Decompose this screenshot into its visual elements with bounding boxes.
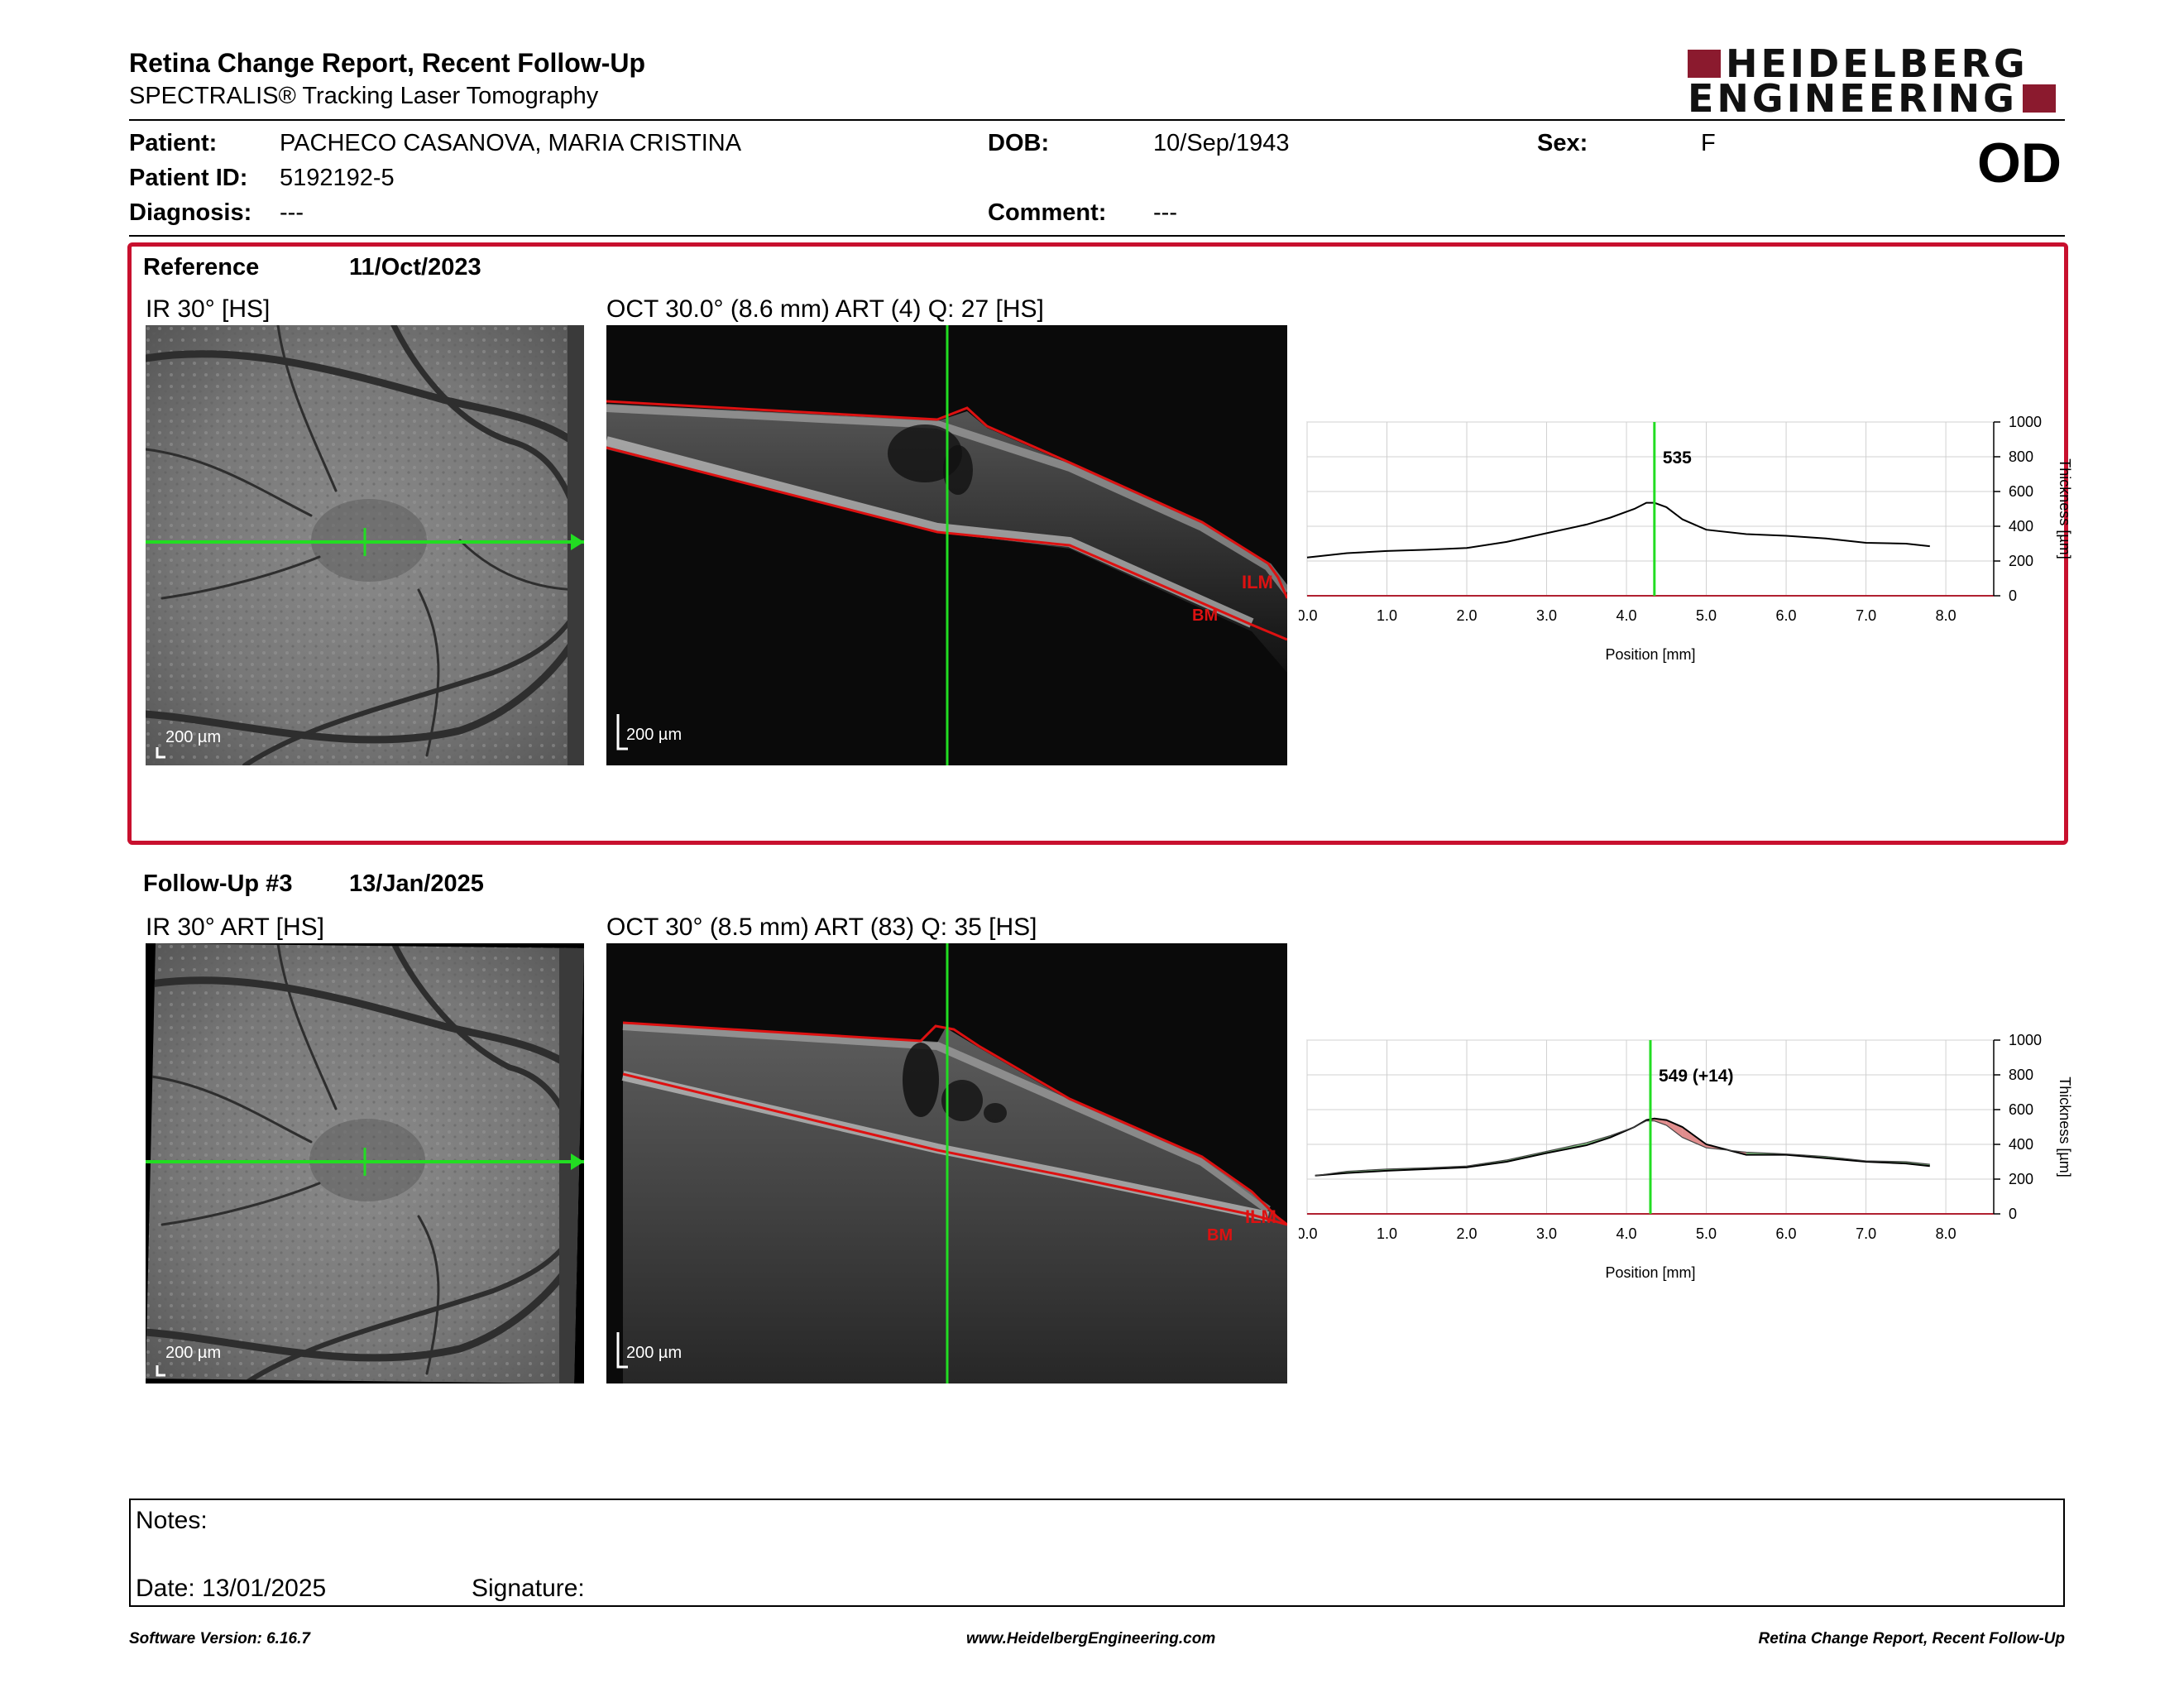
- logo-mark-right: [2022, 84, 2056, 113]
- footer-report: Retina Change Report, Recent Follow-Up: [1758, 1630, 2065, 1647]
- thickness-series-line: [1306, 501, 1930, 559]
- followup-oct-image: ILM BM 200 µm: [606, 943, 1287, 1383]
- reference-ir-title: IR 30° [HS]: [146, 295, 271, 323]
- x-tick-label: 6.0: [1776, 607, 1797, 624]
- followup-label: Follow-Up #3: [143, 870, 293, 897]
- info-divider: [129, 235, 2065, 237]
- x-tick-label: 5.0: [1696, 607, 1717, 624]
- footer-software: Software Version: 6.16.7: [129, 1630, 310, 1647]
- patient-id: 5192192-5: [280, 165, 395, 191]
- x-tick-label: 0.0: [1299, 1225, 1318, 1242]
- x-tick-label: 0.0: [1299, 607, 1318, 624]
- x-axis-title: Position [mm]: [1605, 1264, 1695, 1281]
- x-tick-label: 5.0: [1696, 1225, 1717, 1242]
- thickness-series-line: [1315, 1120, 1930, 1177]
- logo-line-2: ENGINEERING: [1688, 76, 2056, 121]
- x-tick-label: 3.0: [1536, 607, 1557, 624]
- y-axis-title: Thickness [µm]: [2057, 458, 2073, 559]
- logo-text-2: ENGINEERING: [1688, 76, 2018, 121]
- x-tick-label: 7.0: [1856, 607, 1876, 624]
- x-tick-label: 1.0: [1377, 1225, 1397, 1242]
- y-tick-label: 800: [2009, 1067, 2033, 1083]
- followup-thickness-svg: 0.0 1.0 2.0 3.0 4.0 5.0 6.0 7.0 8.0 0 200 400 600 800…: [1296, 1032, 2073, 1281]
- followup-oct-scale: 200 µm: [626, 1344, 682, 1362]
- logo: HEIDELBERG: [1688, 41, 2028, 86]
- eye-indicator: OD: [1977, 132, 2062, 194]
- y-tick-label: 600: [2009, 483, 2033, 500]
- y-tick-label: 0: [2009, 1206, 2017, 1222]
- x-tick-label: 8.0: [1936, 1225, 1956, 1242]
- reference-thickness-chart: 0.0 1.0 2.0 3.0 4.0 5.0 6.0 7.0 8.0 0 200 400 600 800…: [1296, 410, 2076, 674]
- y-axis-title: Thickness [µm]: [2057, 1077, 2073, 1177]
- comment-value: ---: [1153, 199, 1177, 226]
- plot-area: [1306, 421, 1995, 597]
- diagnosis-value: ---: [280, 199, 304, 226]
- x-tick-label: 2.0: [1457, 1225, 1478, 1242]
- x-tick-label: 4.0: [1616, 1225, 1637, 1242]
- y-tick-label: 1000: [2009, 1032, 2042, 1048]
- followup-ir-title: IR 30° ART [HS]: [146, 914, 324, 941]
- signature-label: Signature:: [472, 1575, 585, 1602]
- x-axis-title: Position [mm]: [1605, 646, 1695, 663]
- y-tick-label: 0: [2009, 587, 2017, 604]
- followup-ir-image: 200 µm: [146, 943, 584, 1383]
- peak-value-label: 549 (+14): [1659, 1067, 1733, 1086]
- report-subtitle: SPECTRALIS® Tracking Laser Tomography: [129, 83, 599, 109]
- reference-date: 11/Oct/2023: [349, 254, 481, 281]
- y-tick-label: 600: [2009, 1101, 2033, 1118]
- reference-bm-label: BM: [1192, 607, 1219, 625]
- followup-ir-scale: 200 µm: [165, 1344, 222, 1362]
- x-tick-label: 6.0: [1776, 1225, 1797, 1242]
- dob-label: DOB:: [988, 130, 1050, 156]
- sex-label: Sex:: [1537, 130, 1588, 156]
- y-tick-label: 400: [2009, 518, 2033, 535]
- sex-value: F: [1701, 130, 1716, 156]
- patient-label: Patient:: [129, 130, 218, 156]
- reference-oct-title: OCT 30.0° (8.6 mm) ART (4) Q: 27 [HS]: [606, 295, 1044, 323]
- followup-date: 13/Jan/2025: [349, 870, 484, 897]
- y-tick-label: 400: [2009, 1136, 2033, 1153]
- notes-label: Notes:: [136, 1507, 208, 1534]
- x-tick-label: 2.0: [1457, 607, 1478, 624]
- dob-value: 10/Sep/1943: [1153, 130, 1290, 156]
- x-tick-label: 8.0: [1936, 607, 1956, 624]
- y-tick-label: 200: [2009, 553, 2033, 569]
- x-tick-label: 4.0: [1616, 607, 1637, 624]
- y-tick-label: 1000: [2009, 414, 2042, 430]
- patient-id-label: Patient ID:: [129, 165, 248, 191]
- reference-label: Reference: [143, 254, 260, 281]
- footer-website[interactable]: www.HeidelbergEngineering.com: [966, 1630, 1216, 1647]
- notes-box[interactable]: Notes: Date: 13/01/2025 Signature:: [129, 1499, 2065, 1607]
- notes-date: Date: 13/01/2025: [136, 1575, 327, 1602]
- x-tick-label: 3.0: [1536, 1225, 1557, 1242]
- followup-ilm-label: ILM: [1245, 1206, 1276, 1227]
- followup-bm-label: BM: [1207, 1226, 1233, 1244]
- x-tick-label: 1.0: [1377, 607, 1397, 624]
- change-region: [1666, 1120, 1683, 1138]
- report-title: Retina Change Report, Recent Follow-Up: [129, 48, 646, 78]
- reference-ilm-label: ILM: [1242, 572, 1273, 592]
- diagnosis-label: Diagnosis:: [129, 199, 252, 226]
- logo-mark-left: [1688, 50, 1721, 78]
- reference-oct-image: ILM BM 200 µm: [606, 325, 1287, 765]
- y-tick-label: 800: [2009, 448, 2033, 465]
- y-tick-label: 200: [2009, 1171, 2033, 1187]
- peak-value-label: 535: [1663, 448, 1692, 468]
- reference-oct-scale: 200 µm: [626, 726, 682, 744]
- reference-ir-scale: 200 µm: [165, 728, 222, 746]
- reference-thickness-svg: 0.0 1.0 2.0 3.0 4.0 5.0 6.0 7.0 8.0 0 200 400 600 800…: [1296, 414, 2073, 663]
- reference-frame: [127, 242, 2068, 845]
- followup-oct-title: OCT 30° (8.5 mm) ART (83) Q: 35 [HS]: [606, 914, 1037, 941]
- comment-label: Comment:: [988, 199, 1107, 226]
- patient-name: PACHECO CASANOVA, MARIA CRISTINA: [280, 130, 742, 156]
- thickness-series-line: [1315, 1117, 1930, 1177]
- followup-thickness-chart: 0.0 1.0 2.0 3.0 4.0 5.0 6.0 7.0 8.0 0 200 400 600 800…: [1296, 1028, 2076, 1292]
- logo-text-1: HEIDELBERG: [1726, 41, 2028, 86]
- header-divider: [129, 119, 2065, 121]
- reference-ir-image: 200 µm: [146, 325, 584, 765]
- x-tick-label: 7.0: [1856, 1225, 1876, 1242]
